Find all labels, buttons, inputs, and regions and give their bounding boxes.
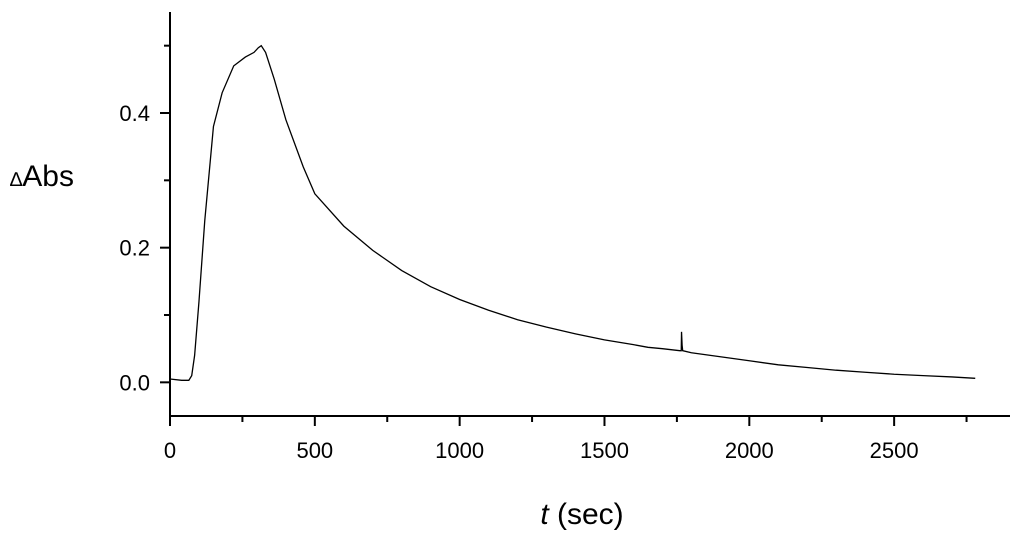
series-group bbox=[169, 44, 976, 381]
y-tick-label: 0.4 bbox=[119, 101, 150, 126]
x-axis-title-rest: (sec) bbox=[549, 498, 624, 531]
x-tick-label: 2500 bbox=[870, 438, 919, 463]
x-axis-title: t (sec) bbox=[540, 498, 623, 531]
y-axis-title-main: Abs bbox=[22, 160, 74, 193]
x-tick-label: 1500 bbox=[580, 438, 629, 463]
y-tick-label: 0.0 bbox=[119, 370, 150, 395]
series-line-0 bbox=[169, 44, 976, 381]
y-axis-title: ∆Abs bbox=[10, 160, 74, 193]
y-axis-title-delta: ∆ bbox=[10, 169, 23, 191]
x-tick-label: 1000 bbox=[435, 438, 484, 463]
y-tick-label: 0.2 bbox=[119, 236, 150, 261]
tick-labels: 0 500 1000 1500 2000 2500 0.0 0.2 0.4 bbox=[119, 101, 918, 463]
x-tick-label: 0 bbox=[164, 438, 176, 463]
x-tick-label: 2000 bbox=[725, 438, 774, 463]
axes bbox=[169, 12, 1010, 417]
x-tick-label: 500 bbox=[296, 438, 333, 463]
ticks bbox=[160, 44, 968, 426]
x-axis-title-italic: t bbox=[540, 498, 550, 531]
